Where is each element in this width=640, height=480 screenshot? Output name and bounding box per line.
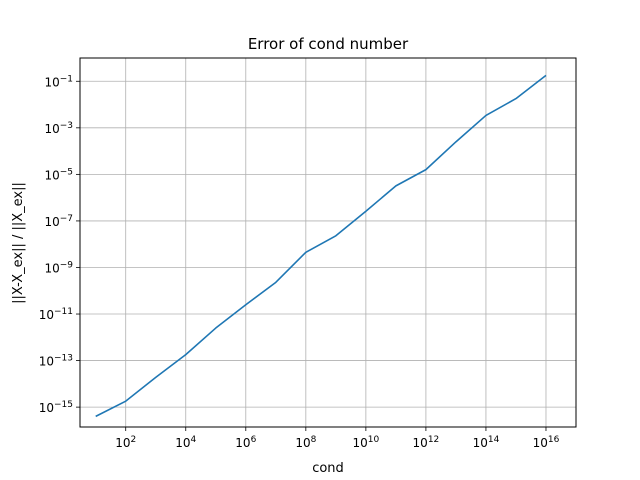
y-tick-label: 10−15: [39, 400, 73, 415]
x-tick-label: 1016: [533, 435, 560, 450]
x-axis-label: cond: [312, 461, 344, 476]
series-line: [95, 74, 547, 418]
plot-frame: [79, 57, 577, 428]
y-tick-label: 10−1: [44, 74, 73, 89]
y-tick-label: 10−11: [39, 307, 73, 322]
y-tick-label: 10−5: [44, 167, 73, 182]
x-tick-label: 1010: [352, 435, 379, 450]
x-axis-ticks: 102 104 106 108 1010 1012 1014 1016: [115, 427, 560, 450]
x-tick-label: 1012: [413, 435, 440, 450]
x-tick-label: 106: [235, 435, 256, 450]
x-tick-label: 1014: [473, 435, 500, 450]
chart-title: Error of cond number: [248, 35, 409, 53]
y-axis-ticks: 10−15 10−13 10−11 10−9 10−7 10−5 10−3 10−1: [39, 74, 80, 415]
x-tick-label: 102: [115, 435, 136, 450]
series-lines: [95, 74, 547, 418]
y-tick-label: 10−13: [39, 354, 73, 369]
grid-lines: [80, 58, 576, 427]
y-tick-label: 10−9: [44, 260, 73, 275]
y-tick-label: 10−3: [44, 121, 73, 136]
x-tick-label: 108: [295, 435, 316, 450]
x-tick-label: 104: [175, 435, 196, 450]
y-axis-label: ||X-X_ex|| / ||X_ex||: [11, 182, 26, 304]
y-tick-label: 10−7: [44, 214, 73, 229]
